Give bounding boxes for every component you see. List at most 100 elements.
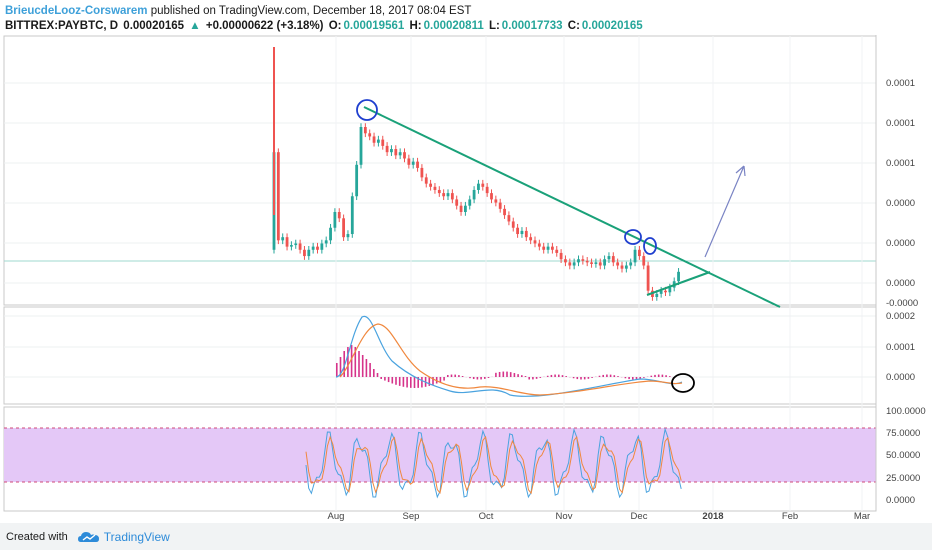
macd-histogram-bar xyxy=(535,377,538,379)
chart-area[interactable]: 0.0001 0.0001 0.0001 0.0000 0.0000 0.0000 -0.0… xyxy=(0,35,932,523)
candle-body xyxy=(611,256,615,263)
cloud-icon xyxy=(77,531,99,542)
rsi-tick-label: 25.0000 xyxy=(886,473,920,484)
high-label: H: xyxy=(409,20,422,32)
macd-histogram-bar xyxy=(476,377,479,380)
circle-annotation xyxy=(643,237,657,255)
candle-body xyxy=(537,243,541,247)
macd-histogram-bar xyxy=(654,374,656,377)
candle-body xyxy=(585,260,589,263)
candle-body xyxy=(281,237,285,241)
candle-body xyxy=(363,127,367,134)
macd-histogram-bar xyxy=(472,377,475,380)
macd-histogram-bar xyxy=(602,374,604,377)
candle-body xyxy=(620,265,624,269)
candle-body xyxy=(646,265,650,291)
candle-body xyxy=(329,227,332,241)
candle-body xyxy=(507,215,511,222)
candle-body xyxy=(481,183,485,187)
candle-body xyxy=(411,161,415,165)
candle-body xyxy=(285,237,289,247)
open-value: 0.00019561 xyxy=(343,20,405,32)
macd-histogram-bar xyxy=(350,345,353,377)
macd-histogram-bar xyxy=(387,377,390,383)
stoch-k-line xyxy=(305,427,682,499)
macd-histogram-bar xyxy=(524,376,527,377)
candle-body xyxy=(520,230,524,235)
publish-header: BrieucdeLooz-Corswarem published on Trad… xyxy=(5,3,471,19)
candle-body xyxy=(633,249,637,263)
macd-histogram-bar xyxy=(506,371,508,377)
published-text: published on TradingView.com, December 1… xyxy=(150,5,472,17)
macd-histogram-bar xyxy=(484,377,486,379)
candle-body xyxy=(494,199,498,203)
created-with-text: Created with xyxy=(6,530,68,543)
macd-histogram-bar xyxy=(628,377,630,380)
macd-histogram-bar xyxy=(554,374,556,377)
macd-histogram-bar xyxy=(395,377,397,385)
price-tick-label: -0.0000 xyxy=(886,298,918,309)
candle-body xyxy=(303,249,306,257)
macd-histogram-bar xyxy=(354,347,357,377)
candle-body xyxy=(372,136,376,143)
macd-histogram-bar xyxy=(447,374,449,377)
candle-body xyxy=(603,259,606,266)
footer-bar: Created with TradingView xyxy=(0,523,932,550)
candle-body xyxy=(298,243,302,250)
macd-histogram-bar xyxy=(376,373,379,377)
candle-body xyxy=(533,240,537,244)
brand-name: TradingView xyxy=(103,529,170,544)
last-price: 0.00020165 xyxy=(123,20,185,32)
candle-body xyxy=(324,240,328,244)
candle-body xyxy=(455,199,459,206)
tradingview-logo[interactable]: TradingView xyxy=(77,529,170,544)
candle-body xyxy=(276,152,280,241)
price-pane-border xyxy=(3,35,877,306)
candle-body xyxy=(594,262,598,264)
x-tick-label: Dec xyxy=(631,511,648,522)
macd-histogram-bar xyxy=(421,377,423,388)
macd-histogram-bar xyxy=(498,371,501,377)
x-tick-label: Sep xyxy=(403,511,420,522)
candle-body xyxy=(503,208,506,216)
macd-histogram-bar xyxy=(643,377,645,378)
candle-body xyxy=(668,287,672,293)
up-arrow-annotation xyxy=(704,165,746,258)
macd-histogram-bar xyxy=(635,377,638,380)
macd-histogram-bar xyxy=(521,375,523,377)
macd-histogram-bar xyxy=(487,377,490,378)
macd-histogram-bar xyxy=(609,374,612,377)
author-link[interactable]: BrieucdeLooz-Corswarem xyxy=(5,5,148,17)
close-label: C: xyxy=(567,20,580,32)
macd-histogram-bar xyxy=(432,377,434,385)
price-tick-label: 0.0000 xyxy=(886,278,915,289)
rsi-tick-label: 75.0000 xyxy=(886,428,920,439)
candle-body xyxy=(350,196,354,235)
candle-body xyxy=(390,149,393,153)
candle-body xyxy=(590,262,593,264)
macd-histogram-bar xyxy=(439,377,442,383)
macd-histogram-bar xyxy=(343,351,345,377)
candle-body xyxy=(498,202,502,209)
macd-histogram-bar xyxy=(546,375,549,377)
candle-body xyxy=(433,186,437,190)
macd-histogram-bar xyxy=(513,373,516,377)
candle-body xyxy=(355,164,359,197)
macd-histogram-bar xyxy=(657,374,660,377)
rsi-tick-label: 100.0000 xyxy=(886,406,926,417)
candle-body xyxy=(659,290,663,294)
candle-body xyxy=(629,262,633,266)
price-tick-label: 0.0000 xyxy=(886,238,915,249)
macd-histogram-bar xyxy=(580,377,582,380)
candle-body xyxy=(290,245,293,247)
candle-body xyxy=(638,249,641,257)
candle-body xyxy=(368,133,372,137)
macd-histogram-bar xyxy=(443,377,445,381)
candle-body xyxy=(472,189,476,200)
candle-body xyxy=(320,243,324,250)
candle-body xyxy=(577,259,580,263)
candle-body xyxy=(642,256,646,266)
macd-histogram-bar xyxy=(398,377,401,386)
macd-histogram-bar xyxy=(347,347,349,377)
candle-body xyxy=(511,221,515,228)
